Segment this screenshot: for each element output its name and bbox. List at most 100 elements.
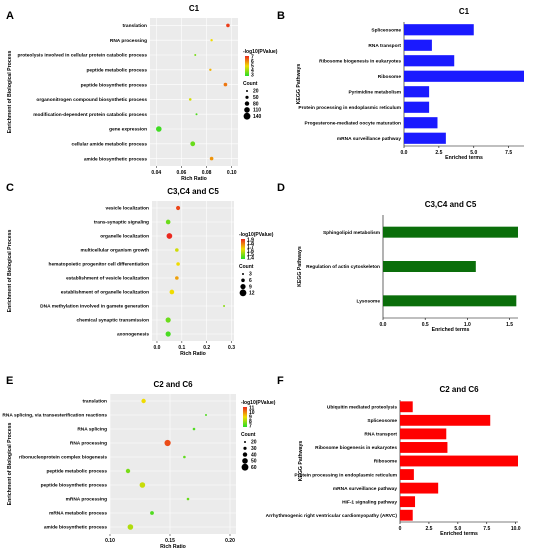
data-point	[165, 331, 171, 337]
data-point	[169, 289, 175, 295]
bar	[400, 455, 518, 467]
color-legend-tick: 1.8	[247, 241, 254, 247]
data-point	[141, 398, 146, 404]
chart-title: C2 and C6	[439, 385, 479, 394]
color-legend-tick: 1.6	[247, 248, 254, 254]
color-legend-tick: 7	[249, 424, 252, 430]
category-label: RNA transport	[368, 43, 401, 49]
size-legend-dot	[246, 90, 248, 92]
data-point	[194, 54, 197, 56]
size-legend-label: 60	[251, 465, 257, 471]
color-legend-tick: 9	[249, 415, 252, 421]
x-tick-label: 0.15	[165, 538, 175, 544]
category-label: RNA splicing, via transesterification re…	[2, 413, 107, 419]
y-axis-label: KEGG Pathways	[296, 64, 302, 105]
chart-title: C3,C4 and C5	[425, 200, 477, 209]
category-label: mRNA metabolic process	[49, 511, 107, 517]
panel-letter: D	[277, 182, 285, 194]
category-label: peptide biosynthetic process	[81, 82, 148, 88]
bar	[404, 132, 446, 144]
color-legend-title: -log10(PValue)	[239, 232, 274, 238]
data-point	[176, 205, 181, 211]
color-legend-tick: 1.4	[247, 256, 254, 262]
size-legend-label: 12	[249, 291, 255, 297]
x-tick-label: 1.5	[506, 322, 513, 328]
bar	[383, 295, 517, 307]
data-point	[190, 141, 196, 147]
panel-e-dot-plot: E C2 and C6 translation RNA splicing, via t…	[2, 375, 275, 550]
category-label: hematopoietic progenitor cell differenti…	[49, 262, 150, 268]
x-axis-label: Rich Ratio	[160, 544, 186, 550]
data-point	[210, 39, 213, 42]
data-point	[195, 113, 198, 116]
size-legend-dot	[242, 458, 248, 464]
size-legend-dot	[244, 107, 250, 113]
data-point	[176, 262, 180, 266]
category-label: ribonucleoprotein complex biogenesis	[19, 455, 107, 461]
color-legend-title: -log10(PValue)	[241, 400, 276, 406]
category-label: Regulation of actin cytoskeleton	[306, 264, 380, 270]
bar	[400, 442, 448, 453]
size-legend-dot	[245, 95, 249, 99]
panel-letter: B	[277, 10, 285, 22]
size-legend-dot	[244, 441, 246, 443]
category-label: trans-synaptic signaling	[94, 220, 149, 226]
size-legend-label: 50	[251, 459, 257, 465]
size-legend-dot	[243, 446, 247, 450]
category-label: translation	[122, 23, 147, 29]
x-tick-label: 0.0	[380, 322, 387, 328]
x-axis-label: Enriched terms	[445, 155, 483, 161]
size-legend-dot	[240, 284, 246, 290]
size-legend-label: 50	[253, 95, 259, 101]
bar	[400, 469, 414, 480]
category-label: Lysosome	[356, 299, 380, 305]
data-point	[188, 98, 192, 101]
data-point	[150, 511, 154, 515]
data-point	[166, 233, 173, 239]
y-axis-label: Enrichment of Biological Process	[7, 230, 13, 313]
y-axis-label: KEGG Pathways	[297, 246, 303, 287]
data-point	[209, 156, 214, 161]
category-label: gene expression	[109, 127, 147, 133]
x-tick-label: 2.5	[435, 150, 442, 156]
size-legend-dot	[244, 101, 250, 106]
chart-title: C3,C4 and C5	[167, 187, 219, 196]
size-legend-title: Count	[243, 81, 258, 87]
bar	[404, 117, 438, 129]
bar	[400, 496, 416, 508]
size-legend-title: Count	[239, 264, 254, 270]
color-legend-tick: 7	[251, 55, 254, 61]
color-legend-tick: 1.7	[247, 245, 254, 251]
category-label: modification-dependent protein catabolic…	[33, 112, 147, 118]
size-legend-label: 80	[253, 101, 259, 107]
data-point	[165, 219, 171, 225]
size-legend-label: 20	[253, 89, 259, 95]
data-point	[175, 276, 179, 280]
x-tick-label: 0.1	[178, 345, 185, 351]
size-legend-dot	[242, 273, 244, 275]
category-label: mRNA surveillance pathway	[337, 136, 401, 142]
x-axis-label: Rich Ratio	[181, 176, 207, 182]
size-legend-label: 30	[251, 446, 257, 452]
size-legend-label: 9	[249, 284, 252, 290]
panel-letter: E	[6, 375, 13, 387]
color-legend-tick: 11	[249, 406, 255, 412]
x-tick-label: 7.5	[483, 526, 490, 532]
size-legend-label: 3	[249, 272, 252, 278]
chart-title: C1	[459, 7, 470, 16]
category-label: chemical synaptic transmission	[76, 318, 149, 324]
category-label: peptide metabolic process	[46, 469, 107, 475]
color-legend-tick: 6	[251, 59, 254, 65]
bar	[400, 428, 447, 440]
color-legend-title: -log10(PValue)	[243, 49, 278, 55]
bar	[383, 261, 476, 272]
panel-c-dot-plot: C C3,C4 and C5 vesicle localization trans-s…	[6, 182, 274, 357]
size-legend-dot	[239, 289, 247, 297]
category-label: establishment of organelle localization	[61, 290, 149, 296]
category-label: Pyrimidine metabolism	[348, 89, 401, 95]
category-label: organelle localization	[100, 234, 149, 240]
category-label: axonogenesis	[117, 332, 149, 338]
panel-d-bar-chart: D C3,C4 and C5 Sphingolipid metabolism Regu…	[277, 182, 518, 333]
bar	[404, 39, 432, 51]
